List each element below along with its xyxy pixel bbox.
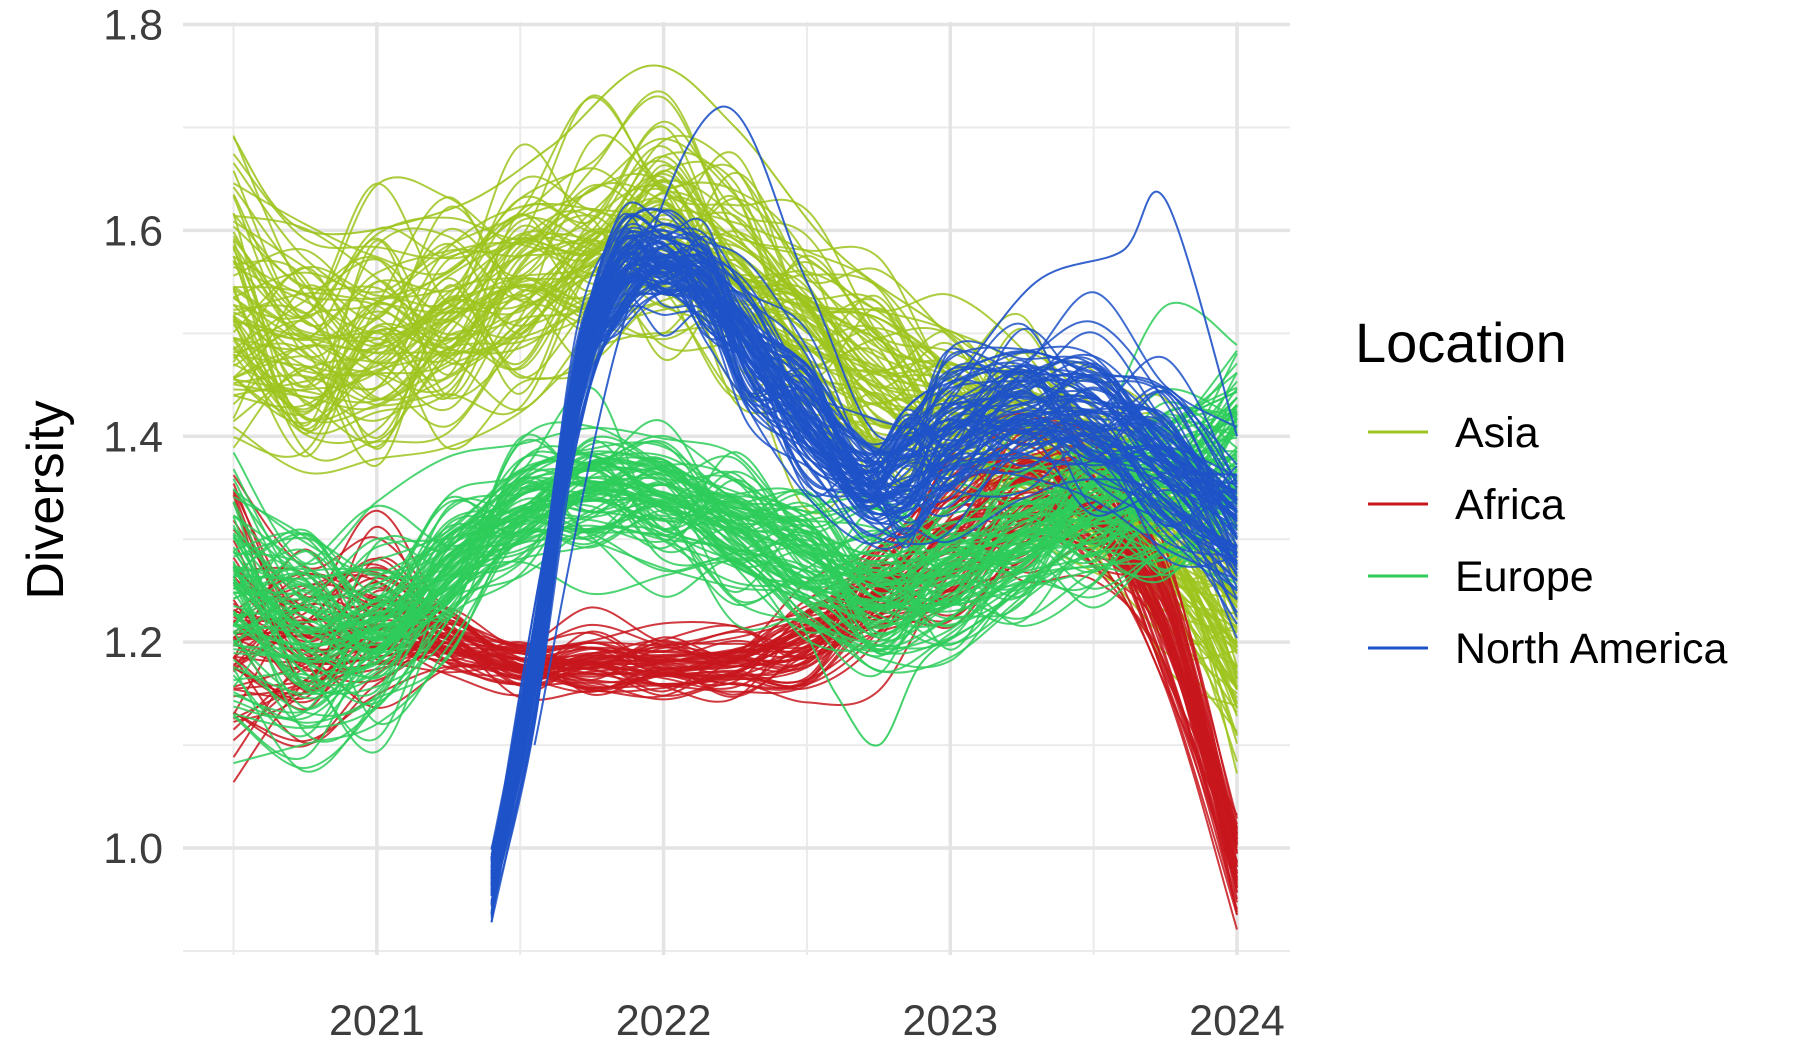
series-line: [490, 215, 1238, 858]
y-axis-ticks: 1.0 1.2 1.4 1.6 1.8: [103, 2, 163, 874]
series-line: [232, 450, 1238, 773]
legend: Location Asia Africa Europe North America: [1355, 311, 1728, 673]
series-europe: [232, 301, 1238, 773]
series-line: [233, 485, 1238, 724]
series-line: [233, 424, 1238, 729]
series-line: [232, 478, 1238, 770]
series-north-america: [490, 105, 1238, 923]
series-line-extreme: [520, 486, 1238, 747]
legend-label-0: Asia: [1455, 409, 1539, 457]
series-line: [490, 209, 1238, 868]
legend-label-2: Europe: [1455, 553, 1594, 601]
legend-label-1: Africa: [1455, 481, 1565, 529]
series-line: [232, 501, 1238, 728]
x-tick-label-3: 2024: [1189, 997, 1285, 1045]
legend-label-3: North America: [1455, 625, 1728, 673]
series-line: [232, 397, 1238, 659]
series-line: [490, 280, 1238, 896]
series-line: [232, 429, 1238, 588]
series-line-extreme: [533, 105, 1238, 746]
series-line: [233, 470, 1238, 765]
series-line: [232, 372, 1238, 633]
y-tick-label-2: 1.4: [103, 413, 163, 461]
series-line: [232, 504, 1238, 700]
y-tick-label-1: 1.2: [103, 619, 163, 667]
x-tick-label-1: 2022: [616, 997, 712, 1045]
series-line: [490, 258, 1238, 886]
y-tick-label-3: 1.6: [103, 207, 163, 255]
series-line: [490, 264, 1238, 875]
series-line: [490, 304, 1238, 901]
series-line: [232, 439, 1238, 675]
x-tick-label-2: 2023: [902, 997, 998, 1045]
series-lines: [232, 64, 1238, 930]
x-tick-label-0: 2021: [329, 997, 425, 1045]
series-line: [232, 468, 1238, 695]
y-tick-label-0: 1.0: [103, 825, 163, 873]
x-axis-ticks: 2021 2022 2023 2024: [329, 997, 1285, 1045]
series-line: [232, 386, 1238, 578]
series-line: [490, 243, 1238, 872]
y-axis-title: Diversity: [17, 400, 75, 599]
legend-title: Location: [1355, 311, 1567, 374]
series-line: [233, 417, 1238, 706]
series-line: [233, 410, 1238, 642]
series-line: [490, 262, 1238, 883]
y-tick-label-4: 1.8: [103, 2, 163, 50]
